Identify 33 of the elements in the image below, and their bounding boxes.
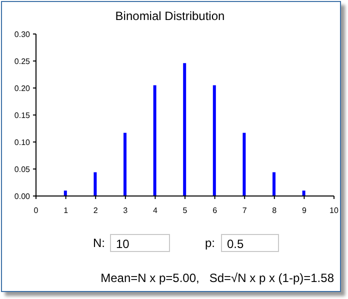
number-field: 0.5 [221, 234, 279, 252]
x-tick-label: 3 [123, 206, 128, 215]
bar [212, 85, 216, 196]
x-tick-label: 5 [182, 206, 188, 215]
bar [64, 190, 67, 196]
x-tick-label: 8 [272, 206, 278, 215]
chart-title: Binomial Distribution [114, 9, 226, 23]
bar [153, 85, 156, 196]
y-tick-label: 0.05 [14, 164, 31, 174]
x-tick-label: 2 [93, 206, 98, 215]
y-tick-label: 0.30 [14, 30, 31, 39]
x-tick-label: 0 [34, 206, 39, 215]
x-tick-label: 4 [152, 206, 158, 215]
x-tick-label: 7 [242, 206, 248, 215]
y-tick-label: 0.00 [14, 192, 31, 201]
y-tick-label: 0.20 [14, 84, 31, 93]
text: N: [93, 236, 105, 250]
y-tick-label: 0.10 [14, 138, 31, 147]
y-tick-label: 0.25 [14, 56, 31, 66]
bar [302, 190, 306, 196]
x-tick-label: 9 [302, 206, 307, 215]
text: Mean=N x p=5.00, Sd=√N x p x (1-p)=1.58 [100, 271, 334, 285]
number-field: 10 [110, 234, 170, 252]
text: p: [205, 236, 216, 250]
bar [124, 132, 126, 196]
bar [272, 172, 276, 196]
bar [183, 63, 186, 196]
x-tick-label: 1 [64, 206, 69, 215]
bar [242, 132, 246, 196]
bar [94, 172, 97, 196]
y-tick-label: 0.15 [14, 110, 31, 120]
x-tick-label: 6 [212, 206, 218, 215]
x-tick-label: 10 [330, 206, 339, 215]
